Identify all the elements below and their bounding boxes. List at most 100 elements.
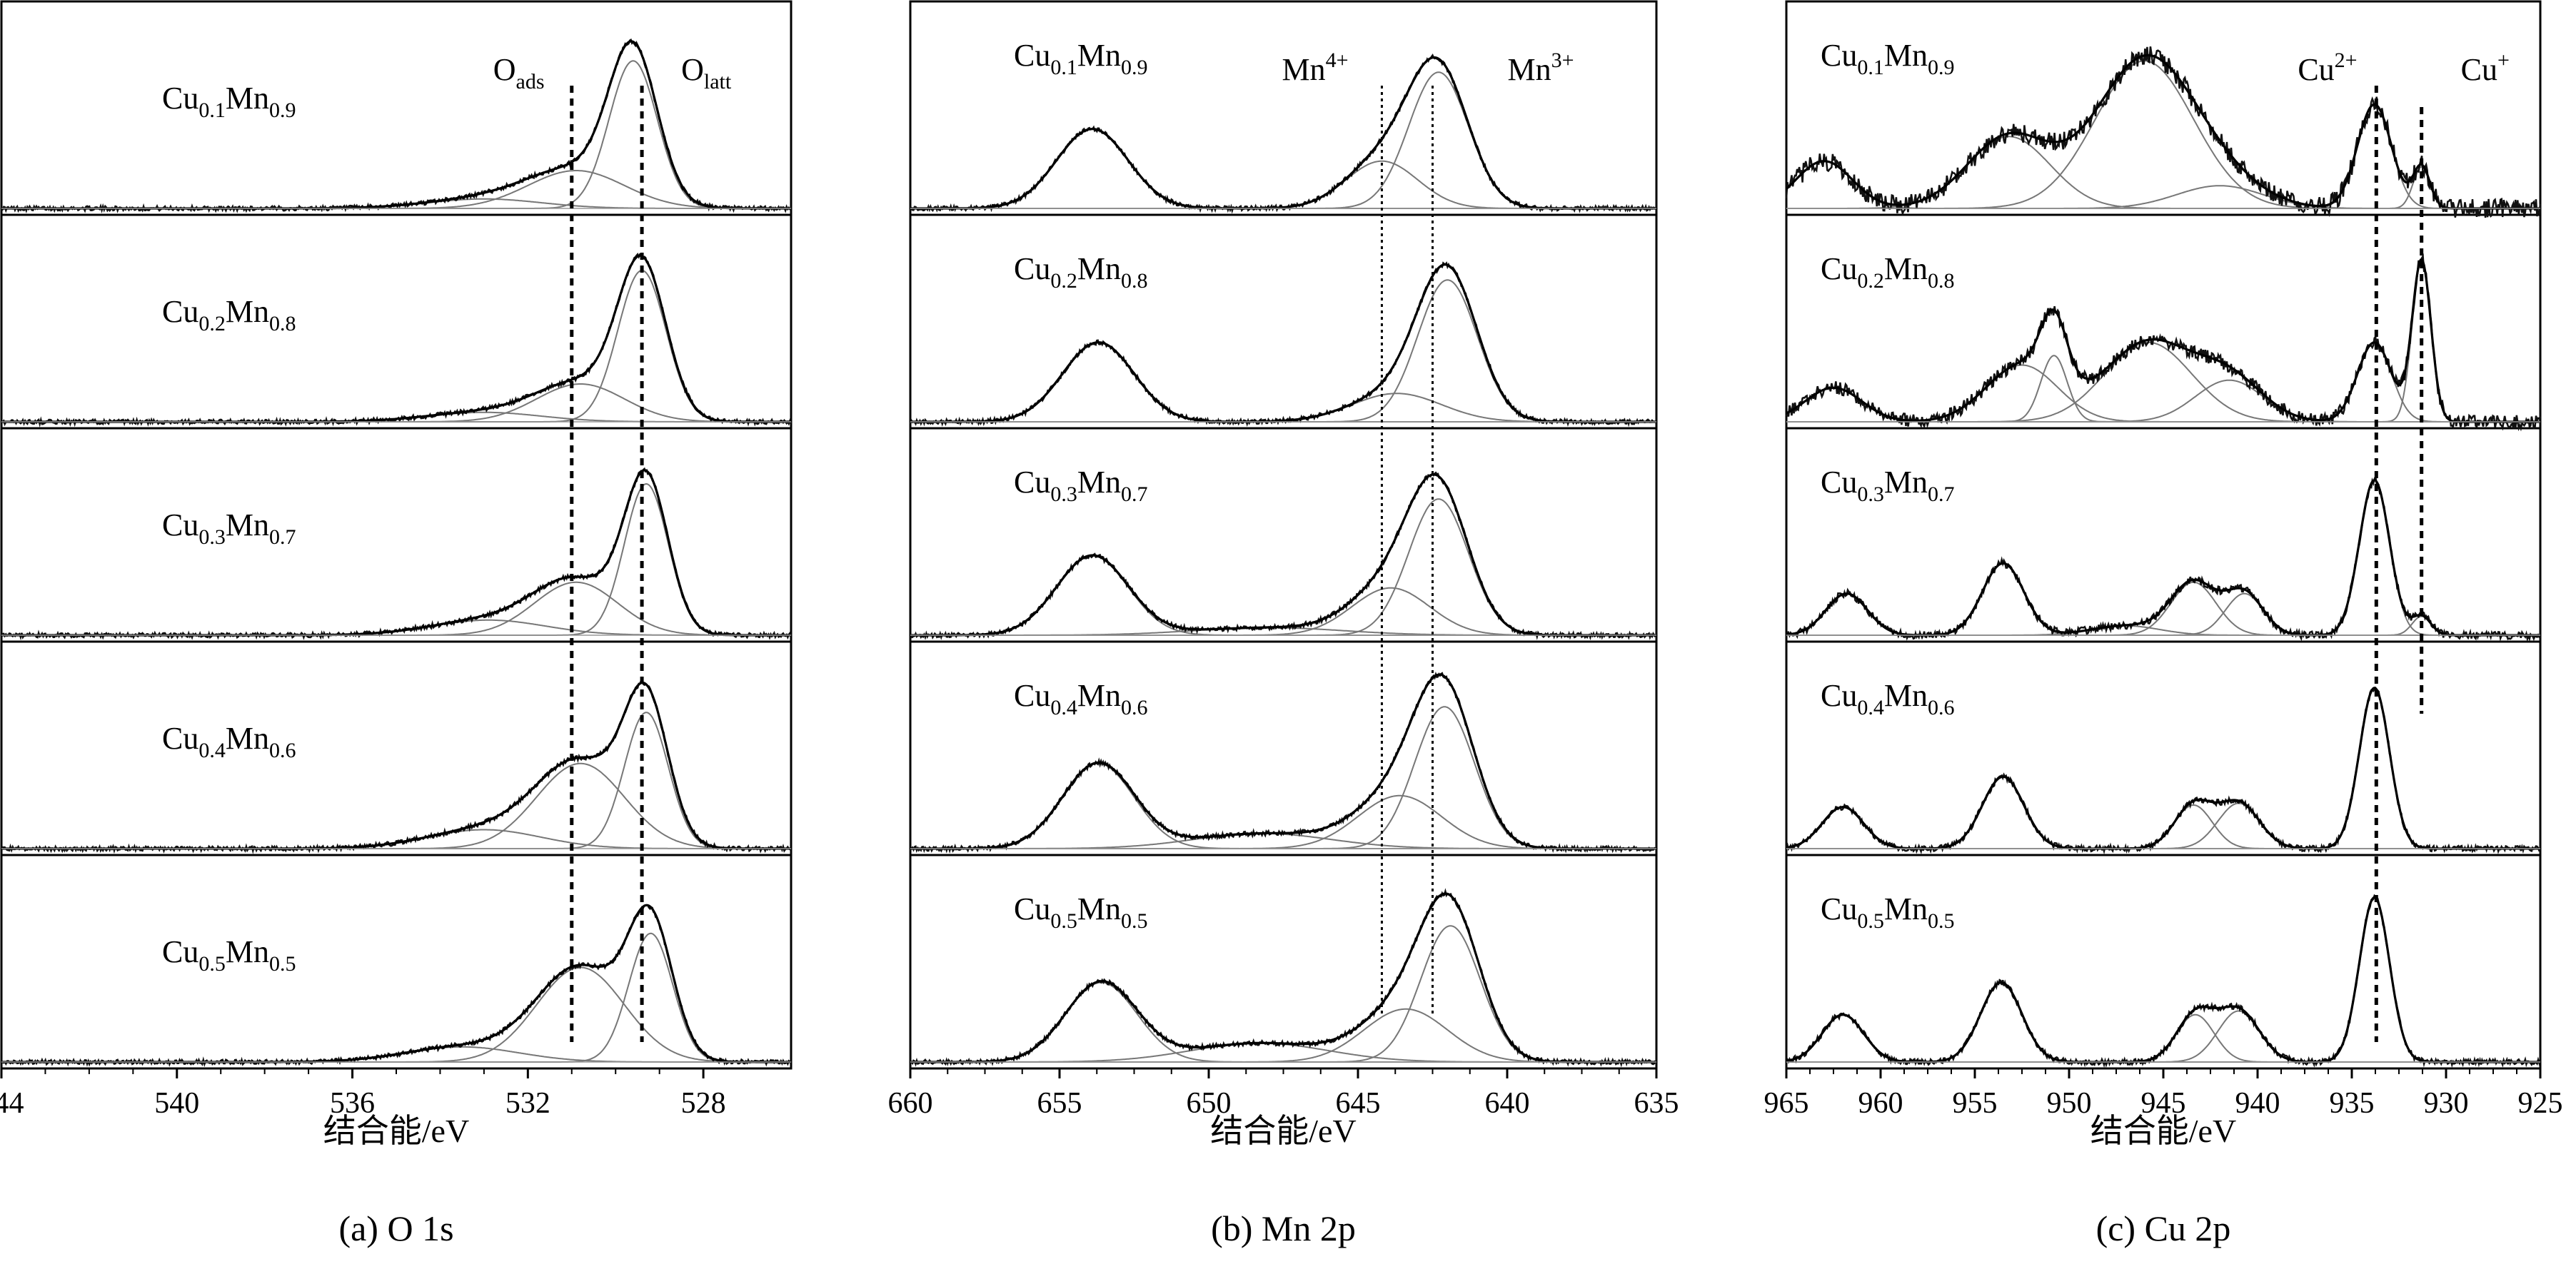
panel-mn2p: Cu0.1Mn0.9Cu0.2Mn0.8Cu0.3Mn0.7Cu0.4Mn0.6… [888, 0, 1679, 1248]
x-tick-label: 950 [2047, 1087, 2092, 1120]
spectrum-Cu0.3Mn0.7 [1, 467, 793, 641]
fit-envelope [1785, 54, 2540, 210]
component-peak [1, 932, 791, 1063]
component-peak [1786, 806, 2540, 849]
component-peak [1786, 60, 2540, 209]
series-label-sub1: 0.3 [1050, 482, 1077, 506]
series-label-sub1: 0.3 [198, 525, 226, 549]
peak-label-sub: latt [704, 70, 732, 93]
component-peak [910, 160, 1656, 209]
raw-spectrum [1785, 474, 2541, 642]
fit-envelope [1, 682, 791, 850]
x-tick-label: 935 [2330, 1087, 2375, 1120]
fit-envelope [910, 263, 1656, 423]
x-tick-label: 945 [2141, 1087, 2186, 1120]
x-tick-label: 930 [2424, 1087, 2469, 1120]
series-label-mn: Mn [226, 721, 269, 756]
series-label-cu: Cu [1014, 465, 1050, 500]
peak-label-base: Mn [1508, 52, 1551, 87]
series-label-sub1: 0.5 [1857, 909, 1884, 933]
component-peak [1, 581, 791, 636]
series-label: Cu0.5Mn0.5 [162, 934, 296, 976]
series-label-sub2: 0.8 [1121, 269, 1148, 293]
series-label-sub1: 0.2 [1050, 269, 1077, 293]
series-label-cu: Cu [1821, 465, 1857, 500]
series-label-cu: Cu [162, 934, 198, 969]
x-tick-label: 540 [154, 1087, 199, 1120]
series-label: Cu0.5Mn0.5 [1014, 891, 1147, 933]
peak-label: Olatt [681, 52, 732, 93]
peak-label-base: Cu [2461, 52, 2497, 87]
component-peak [1786, 364, 2540, 423]
component-peak [1786, 1013, 2540, 1063]
series-label-cu: Cu [1821, 38, 1857, 73]
panel-o1s: Cu0.1Mn0.9Cu0.2Mn0.8Cu0.3Mn0.7Cu0.4Mn0.6… [0, 0, 793, 1248]
component-peak [910, 498, 1656, 636]
raw-spectrum [1, 253, 793, 428]
component-peak [910, 762, 1656, 849]
series-label: Cu0.3Mn0.7 [162, 507, 296, 549]
series-label-sub1: 0.1 [1857, 56, 1884, 79]
series-label-sub2: 0.8 [269, 312, 296, 335]
x-tick-label: 650 [1187, 1087, 1232, 1120]
series-label-sub1: 0.1 [198, 98, 226, 122]
raw-spectrum [1, 679, 792, 854]
series-label-mn: Mn [1884, 251, 1928, 286]
series-label-mn: Mn [226, 294, 269, 329]
spectrum-Cu0.5Mn0.5 [1786, 894, 2542, 1068]
spectrum-Cu0.4Mn0.6 [1785, 686, 2541, 855]
peak-label-base: Mn [1282, 52, 1325, 87]
series-label: Cu0.2Mn0.8 [1821, 251, 1954, 293]
series-label: Cu0.3Mn0.7 [1821, 465, 1954, 506]
series-label-sub2: 0.9 [1121, 56, 1148, 79]
series-label-sub1: 0.4 [198, 739, 226, 762]
x-tick-label: 544 [0, 1087, 24, 1120]
peak-label: Oads [493, 52, 545, 93]
series-label: Cu0.4Mn0.6 [1821, 678, 1954, 719]
series-label-sub2: 0.7 [1121, 482, 1148, 506]
spectrum-Cu0.1Mn0.9 [909, 54, 1656, 214]
series-label: Cu0.1Mn0.9 [1821, 38, 1954, 79]
component-peak [910, 71, 1656, 209]
series-label-mn: Mn [1884, 891, 1928, 926]
peak-label: Mn3+ [1508, 49, 1574, 87]
series-label-mn: Mn [1077, 38, 1121, 73]
fit-envelope [1, 254, 791, 423]
component-peak [1786, 802, 2540, 849]
series-label-sub1: 0.2 [198, 312, 226, 335]
component-peak [910, 341, 1656, 423]
component-peak [1786, 341, 2540, 423]
component-peak [1786, 804, 2540, 849]
series-label-cu: Cu [1821, 251, 1857, 286]
peak-label-sub: ads [516, 70, 545, 93]
fit-envelope [910, 892, 1656, 1063]
panel-cu2p: Cu0.1Mn0.9Cu0.2Mn0.8Cu0.3Mn0.7Cu0.4Mn0.6… [1764, 0, 2563, 1248]
x-tick-label: 635 [1634, 1087, 1679, 1120]
component-peak [1786, 103, 2540, 209]
series-label: Cu0.2Mn0.8 [162, 294, 296, 335]
panel-caption: (b) Mn 2p [1211, 1208, 1356, 1248]
series-label-cu: Cu [1014, 678, 1050, 713]
component-peak [1, 60, 791, 209]
series-label-cu: Cu [1014, 251, 1050, 286]
spectrum-Cu0.3Mn0.7 [1785, 474, 2541, 642]
series-label: Cu0.1Mn0.9 [1014, 38, 1147, 79]
series-label-cu: Cu [1014, 38, 1050, 73]
series-label-sub1: 0.5 [1050, 909, 1077, 933]
series-label-cu: Cu [1821, 678, 1857, 713]
series-label-mn: Mn [1884, 38, 1928, 73]
series-label-sub1: 0.3 [1857, 482, 1884, 506]
series-label-sub2: 0.7 [1928, 482, 1955, 506]
series-label-sub2: 0.6 [1928, 696, 1955, 719]
series-label-mn: Mn [226, 81, 269, 116]
series-label-mn: Mn [1077, 891, 1121, 926]
series-label-cu: Cu [162, 507, 198, 542]
component-peak [910, 279, 1656, 423]
peak-label: Cu2+ [2298, 49, 2357, 87]
series-label-cu: Cu [162, 721, 198, 756]
series-label-sub2: 0.6 [269, 739, 296, 762]
series-label: Cu0.2Mn0.8 [1014, 251, 1147, 293]
x-tick-label: 925 [2518, 1087, 2563, 1120]
spectrum-Cu0.3Mn0.7 [910, 471, 1656, 641]
x-tick-label: 940 [2235, 1087, 2280, 1120]
